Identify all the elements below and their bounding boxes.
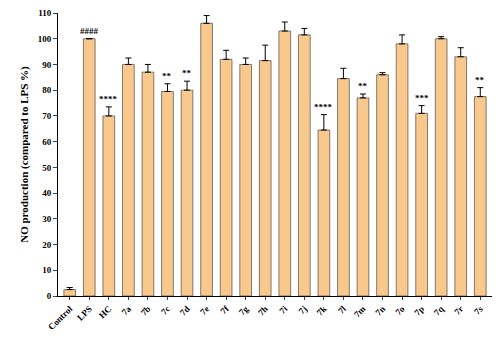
svg-text:80: 80 — [42, 85, 52, 95]
svg-text:60: 60 — [42, 137, 52, 147]
svg-text:7d: 7d — [178, 304, 192, 318]
svg-text:**: ** — [475, 75, 485, 85]
svg-text:7r: 7r — [452, 304, 465, 317]
svg-text:####: #### — [80, 26, 99, 36]
svg-text:20: 20 — [42, 240, 52, 250]
svg-text:70: 70 — [42, 111, 52, 121]
svg-text:7s: 7s — [472, 303, 485, 316]
svg-text:100: 100 — [38, 34, 52, 44]
svg-text:7f: 7f — [218, 303, 231, 316]
svg-text:7q: 7q — [432, 304, 446, 318]
svg-text:7o: 7o — [393, 303, 407, 317]
svg-text:****: **** — [314, 102, 333, 112]
svg-text:7p: 7p — [412, 304, 426, 318]
svg-text:HC: HC — [97, 304, 114, 321]
svg-text:110: 110 — [38, 8, 52, 18]
svg-text:30: 30 — [42, 214, 52, 224]
svg-text:7l: 7l — [336, 303, 348, 315]
svg-text:**: ** — [182, 68, 192, 78]
svg-text:***: *** — [415, 93, 429, 103]
svg-text:90: 90 — [42, 60, 52, 70]
svg-text:7m: 7m — [352, 303, 368, 319]
svg-text:**: ** — [162, 71, 172, 81]
svg-text:10: 10 — [42, 265, 52, 275]
svg-text:LPS: LPS — [75, 304, 94, 323]
svg-text:7g: 7g — [237, 303, 251, 317]
svg-text:50: 50 — [42, 163, 52, 173]
svg-text:7i: 7i — [277, 303, 289, 315]
svg-text:7a: 7a — [120, 303, 134, 317]
svg-text:Control: Control — [46, 303, 75, 332]
svg-text:7b: 7b — [139, 304, 153, 318]
svg-text:7k: 7k — [315, 304, 329, 318]
svg-text:7j: 7j — [297, 304, 309, 316]
svg-text:7n: 7n — [373, 304, 387, 318]
svg-text:7h: 7h — [256, 304, 270, 318]
svg-text:0: 0 — [47, 291, 52, 301]
svg-text:****: **** — [99, 94, 118, 104]
svg-text:**: ** — [358, 81, 368, 91]
svg-text:7e: 7e — [198, 304, 211, 317]
svg-text:7c: 7c — [159, 304, 172, 317]
svg-text:NO production (compared to LPS: NO production (compared to LPS %) — [18, 66, 31, 243]
svg-text:40: 40 — [42, 188, 52, 198]
